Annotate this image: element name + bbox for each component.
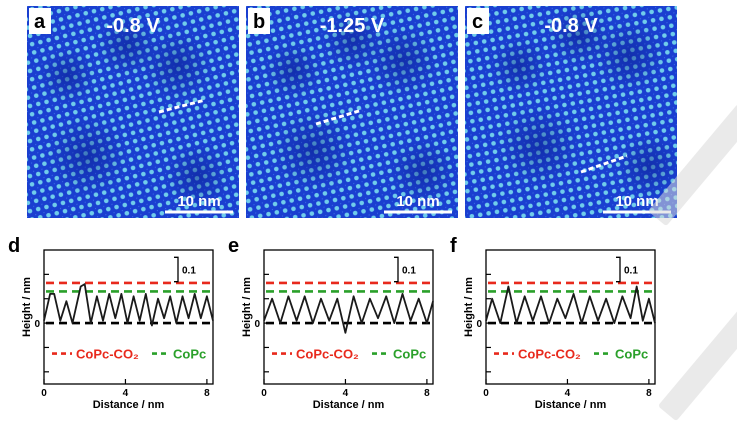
y-tick-label: 0 [254,319,260,330]
x-tick-label: 8 [646,388,652,399]
panel-letter: d [8,235,20,257]
panel-letter: f [450,235,457,257]
y-tick-label: 0 [476,319,482,330]
profile-line-marker [580,154,628,174]
x-tick-label: 4 [565,388,571,399]
legend-label-copc-co2: CoPc-CO₂ [296,347,359,362]
y-axis-label: Height / nm [241,277,253,337]
x-tick-label: 0 [41,388,47,399]
scale-bar-label: 10 nm [177,193,220,210]
y-axis-label: Height / nm [21,277,33,337]
panel-letter: e [228,235,239,257]
scale-bracket-label: 0.1 [402,265,416,276]
height-profile-f: f 0 0 4 8 Distance / nm Height / nm 0.1 CoPc-CO₂… [450,235,662,411]
x-tick-label: 4 [343,388,349,399]
x-tick-label: 8 [204,388,210,399]
legend-label-copc: CoPc [393,347,426,362]
height-profile-line [43,283,214,327]
stm-image-c: c -0.8 V 10 nm [465,6,677,218]
profile-line-marker [315,108,363,126]
legend-label-copc: CoPc [173,347,206,362]
panel-letter: b [253,11,265,33]
height-profile-d: d 0 0 4 8 Distance / nm Height / nm 0.1 CoPc-CO₂… [8,235,220,411]
height-profile-e: e 0 0 4 8 Distance / nm Height / nm 0.1 CoPc-CO₂… [228,235,440,411]
panel-letter: c [472,11,483,33]
scale-bracket [394,256,399,283]
x-axis-label: Distance / nm [535,399,607,411]
plot-frame [263,249,434,385]
bias-voltage-label: -1.25 V [320,15,385,37]
stm-image-b: b -1.25 V 10 nm [246,6,458,218]
legend-label-copc-co2: CoPc-CO₂ [76,347,139,362]
scale-bracket-label: 0.1 [624,265,638,276]
x-tick-label: 8 [424,388,430,399]
scale-bracket-label: 0.1 [182,265,196,276]
x-axis-label: Distance / nm [93,399,165,411]
x-axis-label: Distance / nm [313,399,385,411]
watermark-stroke [657,298,737,422]
y-axis-label: Height / nm [463,277,475,337]
scale-bar-label: 10 nm [615,193,658,210]
scale-bracket [174,256,179,283]
plot-frame [485,249,656,385]
panel-letter: a [34,11,46,33]
legend-label-copc: CoPc [615,347,648,362]
stm-image-a: a -0.8 V 10 nm [27,6,239,218]
height-profile-line [263,293,434,334]
bias-voltage-label: -0.8 V [544,15,598,37]
height-profile-line [485,285,656,324]
scale-bar-label: 10 nm [396,193,439,210]
bias-voltage-label: -0.8 V [106,15,160,37]
scale-bracket [616,256,621,283]
x-tick-label: 0 [483,388,489,399]
x-tick-label: 4 [123,388,129,399]
y-tick-label: 0 [34,319,40,330]
x-tick-label: 0 [261,388,267,399]
legend-label-copc-co2: CoPc-CO₂ [518,347,581,362]
